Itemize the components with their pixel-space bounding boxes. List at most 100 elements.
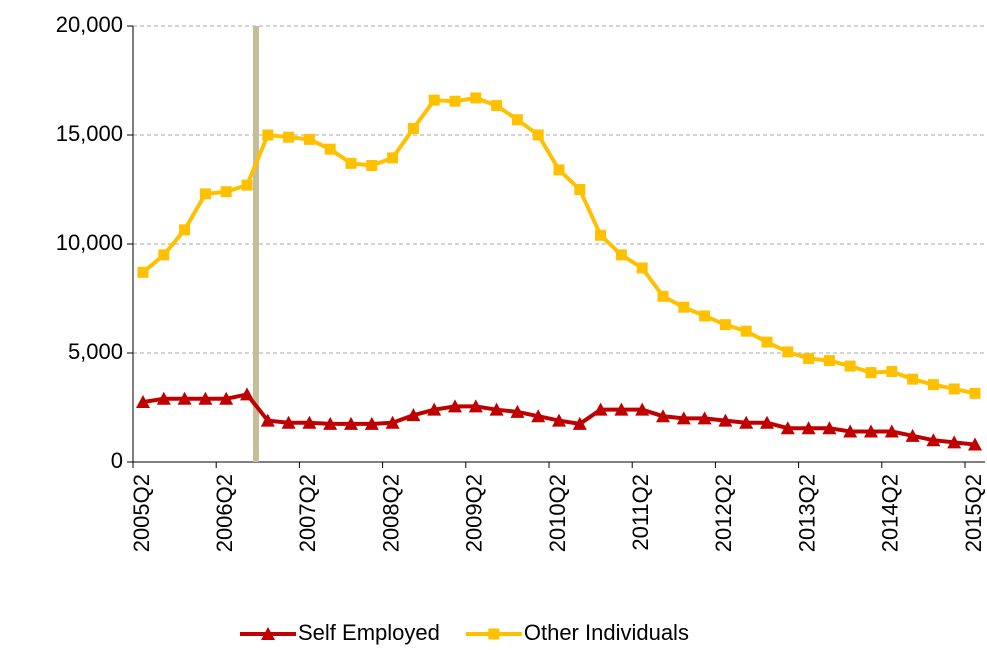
data-point: [864, 424, 878, 438]
data-point: [905, 428, 920, 442]
data-point: [177, 391, 192, 405]
data-point: [427, 402, 442, 416]
data-point: [574, 184, 586, 195]
x-tick-label: 2006Q2: [212, 474, 237, 552]
data-point: [491, 100, 503, 112]
data-point: [907, 373, 919, 385]
data-point: [635, 402, 650, 416]
data-point: [407, 122, 419, 134]
data-point: [699, 310, 711, 322]
data-point: [740, 325, 752, 337]
data-point: [656, 409, 670, 423]
x-tick-label: 2013Q2: [794, 474, 819, 552]
data-point: [179, 224, 191, 236]
data-point: [468, 399, 483, 413]
data-point: [614, 402, 629, 416]
data-point: [428, 94, 440, 106]
data-point: [552, 413, 566, 427]
data-point: [240, 387, 254, 401]
data-point: [302, 415, 317, 429]
data-point: [366, 160, 378, 172]
x-tick-label: 2014Q2: [878, 474, 903, 552]
legend-marker: [488, 628, 500, 640]
data-point: [593, 402, 608, 416]
data-point: [532, 129, 544, 141]
data-point: [531, 409, 546, 423]
data-point: [220, 186, 232, 198]
data-point: [948, 383, 960, 395]
y-tick-label: 5,000: [68, 339, 123, 364]
data-point: [595, 229, 607, 241]
data-point: [782, 346, 794, 358]
y-tick-label: 10,000: [56, 230, 123, 255]
legend-label: Self Employed: [298, 620, 440, 645]
y-tick-label: 0: [111, 448, 123, 473]
data-point: [136, 395, 150, 409]
data-point: [385, 415, 400, 429]
data-point: [241, 179, 253, 191]
data-point: [844, 360, 856, 372]
series-line: [141, 95, 976, 396]
data-point: [364, 416, 379, 430]
data-point: [449, 95, 461, 107]
data-point: [198, 391, 213, 405]
data-point: [865, 367, 877, 379]
x-tick-label: 2015Q2: [961, 474, 986, 552]
data-point: [780, 421, 795, 435]
y-tick-label: 15,000: [56, 121, 123, 146]
data-point: [886, 366, 898, 378]
x-tick-label: 2010Q2: [545, 474, 570, 552]
data-point: [719, 319, 731, 331]
data-point: [718, 413, 733, 427]
data-point: [199, 188, 211, 200]
y-tick-label: 20,000: [56, 12, 123, 37]
data-point: [553, 164, 565, 176]
data-point: [470, 92, 482, 104]
data-point: [510, 404, 525, 418]
data-point: [843, 424, 858, 438]
legend-label: Other Individuals: [524, 620, 689, 645]
data-point: [448, 399, 462, 413]
x-tick-label: 2011Q2: [628, 474, 653, 551]
data-point: [323, 416, 338, 430]
event-marker: [252, 26, 259, 462]
data-point: [137, 266, 149, 278]
data-point: [678, 301, 690, 313]
data-point: [968, 437, 982, 451]
data-point: [926, 433, 941, 447]
data-point: [344, 416, 358, 430]
data-point: [801, 421, 816, 435]
data-point: [156, 391, 171, 405]
data-point: [927, 379, 939, 391]
data-point: [822, 421, 837, 435]
data-point: [262, 129, 274, 141]
data-point: [345, 157, 357, 169]
data-point: [489, 402, 504, 416]
data-point: [387, 152, 399, 164]
data-point: [283, 131, 295, 143]
data-point: [303, 133, 315, 145]
data-point: [158, 249, 170, 261]
data-point: [969, 387, 981, 399]
data-point: [324, 143, 336, 155]
data-point: [657, 290, 669, 302]
data-point: [761, 336, 773, 348]
x-tick-label: 2005Q2: [129, 474, 154, 552]
data-point: [511, 114, 523, 126]
data-point: [884, 424, 899, 438]
data-point: [406, 408, 421, 422]
data-point: [823, 355, 835, 367]
x-tick-label: 2012Q2: [711, 474, 736, 552]
x-tick-label: 2008Q2: [378, 474, 403, 552]
data-point: [219, 391, 234, 405]
data-point: [739, 415, 754, 429]
data-point: [636, 262, 648, 274]
x-tick-label: 2009Q2: [462, 474, 487, 552]
legend-marker: [261, 627, 275, 640]
data-point: [803, 352, 815, 364]
data-point: [572, 416, 587, 430]
data-point: [281, 415, 296, 429]
data-point: [760, 415, 774, 429]
data-point: [260, 413, 275, 427]
